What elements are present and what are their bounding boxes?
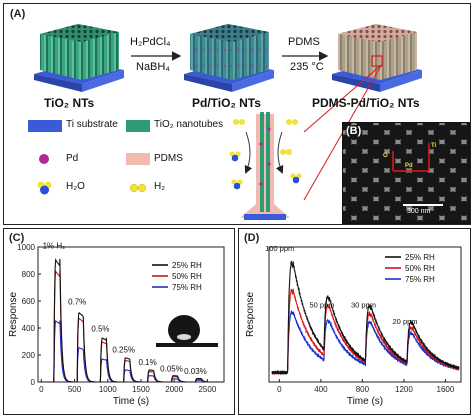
y-tick-label: 600 — [22, 297, 36, 306]
zoom-box — [371, 55, 383, 67]
y-axis-label: Response — [245, 292, 256, 337]
legend-entry: 25% RH — [172, 261, 202, 270]
legend-ti-label: Ti substrate — [66, 119, 118, 130]
x-tick-label: 0 — [277, 385, 282, 394]
stage-label-tio2: TiO₂ NTs — [44, 96, 95, 110]
annotation-label: 1% H₂ — [43, 241, 66, 250]
y-tick-label: 1000 — [17, 243, 35, 252]
stage-label-pd: Pd/TiO₂ NTs — [192, 96, 261, 110]
chart-d: 0 400 800 1200 1600 Time (s) Response 100 ppm 50… — [245, 244, 462, 407]
legend-pd-label: Pd — [66, 153, 79, 164]
sem-label-o: O — [383, 153, 388, 159]
x-tick-label: 1000 — [99, 385, 117, 394]
legend-entry: 25% RH — [405, 253, 435, 262]
sem-label-pd: Pd — [405, 163, 413, 169]
legend-entry: 50% RH — [405, 264, 435, 273]
legend-pdms-swatch — [126, 153, 150, 165]
panel-b-tag: (B) — [346, 125, 362, 137]
annotation-label: 100 ppm — [265, 244, 294, 253]
sem-pores — [343, 123, 469, 223]
y-tick-label: 200 — [22, 351, 36, 360]
arrow1-bottom-label: NaBH₄ — [136, 61, 170, 73]
x-axis-label: Time (s) — [113, 396, 149, 407]
plot-frame — [37, 246, 225, 383]
y-tick-label: 0 — [31, 378, 36, 387]
panel-b-sem: (B) O Pd Ti 300 nm — [342, 122, 470, 224]
water-droplet — [168, 315, 200, 345]
stage-label-pdms: PDMS-Pd/TiO₂ NTs — [312, 96, 420, 110]
panel-c: (C) 0 500 1000 1500 2000 2500 0 200 400 600 800 100… — [3, 228, 235, 415]
legend-tio2-swatch — [126, 120, 150, 132]
legend-pd-swatch — [39, 154, 49, 164]
arrow1-top-label: H₂PdCl₄ — [130, 36, 171, 48]
panel-a: (A) — [3, 3, 471, 225]
annotation-label: 0.25% — [112, 345, 135, 354]
contact-angle-inset — [156, 315, 218, 347]
annotation-label: 0.1% — [138, 358, 156, 367]
y-tick-label: 400 — [22, 324, 36, 333]
y-axis-label: Response — [8, 292, 19, 337]
annotation-label: 30 ppm — [351, 301, 376, 310]
substrate-line — [156, 343, 218, 347]
annotation-label: 0.7% — [68, 297, 86, 306]
x-tick-label: 500 — [68, 385, 82, 394]
legend-h2o-swatch — [37, 181, 52, 195]
sem-scale-label: 300 nm — [407, 208, 431, 215]
sem-label-ti: Ti — [431, 143, 437, 149]
tube-mechanism — [229, 112, 302, 220]
legend-entry: 75% RH — [405, 275, 435, 284]
x-tick-label: 0 — [39, 385, 44, 394]
x-tick-label: 800 — [356, 385, 370, 394]
y-tick-label: 800 — [22, 270, 36, 279]
panel-c-tag: (C) — [9, 232, 25, 244]
legend-pdms-label: PDMS — [154, 153, 183, 164]
annotation-label: 0.5% — [91, 324, 109, 333]
x-tick-label: 1600 — [437, 385, 455, 394]
stage-pdms-block — [303, 24, 422, 201]
x-tick-label: 1500 — [132, 385, 150, 394]
annotation-label: 0.05% — [160, 364, 183, 373]
legend-tio2-label: TiO₂ nanotubes — [154, 119, 224, 130]
arrow2-bottom-label: 235 °C — [290, 61, 324, 73]
annotation-label: 0.03% — [184, 367, 207, 376]
x-tick-label: 400 — [314, 385, 328, 394]
arrow2-top-label: PDMS — [288, 36, 320, 48]
x-tick-label: 2500 — [198, 385, 216, 394]
legend-ti-swatch — [28, 120, 62, 132]
series-line-25rh — [40, 257, 223, 383]
legend-entry: 75% RH — [172, 283, 202, 292]
panel-d-tag: (D) — [244, 232, 260, 244]
x-axis-label: Time (s) — [347, 396, 383, 407]
droplet-highlight — [177, 334, 191, 340]
legend-h2o-label: H₂O — [66, 181, 85, 192]
x-tick-label: 1200 — [395, 385, 413, 394]
annotation-label: 50 ppm — [309, 301, 334, 310]
legend-entry: 50% RH — [172, 272, 202, 281]
series-line-25rh — [271, 260, 460, 376]
x-tick-label: 2000 — [165, 385, 183, 394]
plot-frame — [268, 246, 462, 383]
stage-pd-block — [184, 24, 274, 92]
legend-h2-label: H₂ — [154, 181, 166, 192]
panel-d: (D) 0 400 800 1200 1600 Time (s) Response 100 p… — [238, 228, 471, 415]
stage-tio2-block — [34, 24, 124, 92]
annotation-label: 20 ppm — [393, 317, 418, 326]
schematic-svg — [28, 24, 422, 220]
chart-c: 0 500 1000 1500 2000 2500 0 200 400 600 800 1000 Tim… — [8, 241, 225, 407]
legend-h2-swatch — [129, 183, 147, 193]
panel-a-tag: (A) — [10, 8, 26, 20]
